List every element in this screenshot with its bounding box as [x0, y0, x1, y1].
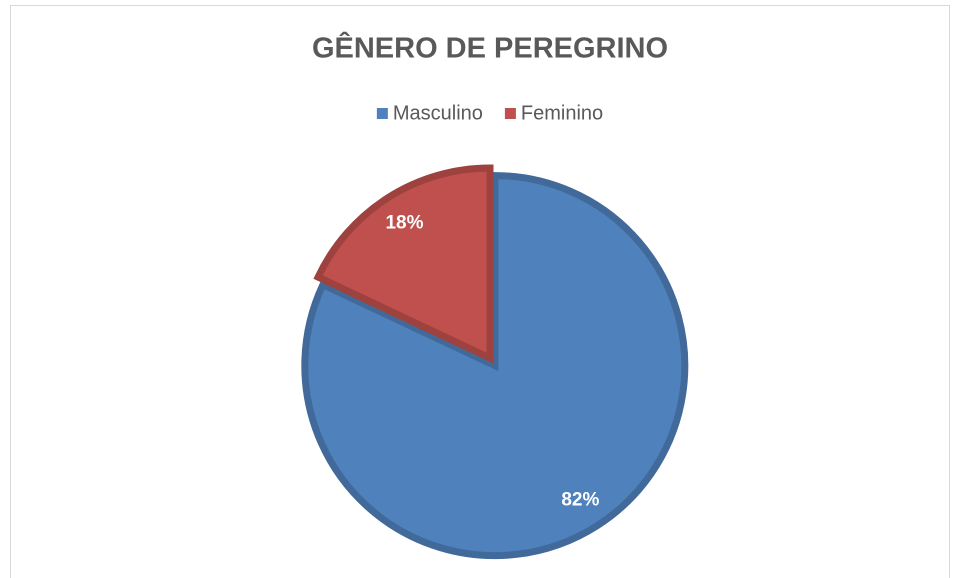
legend-label: Feminino [521, 102, 603, 124]
pie-slice [301, 172, 689, 560]
legend-swatch [376, 108, 388, 119]
pie-slice [313, 164, 494, 364]
chart-title: GÊNERO DE PEREGRINO [312, 31, 668, 65]
legend-swatch [504, 108, 516, 119]
data-label: 18% [385, 212, 423, 233]
legend-label: Masculino [393, 102, 483, 124]
data-label: 82% [561, 489, 599, 510]
